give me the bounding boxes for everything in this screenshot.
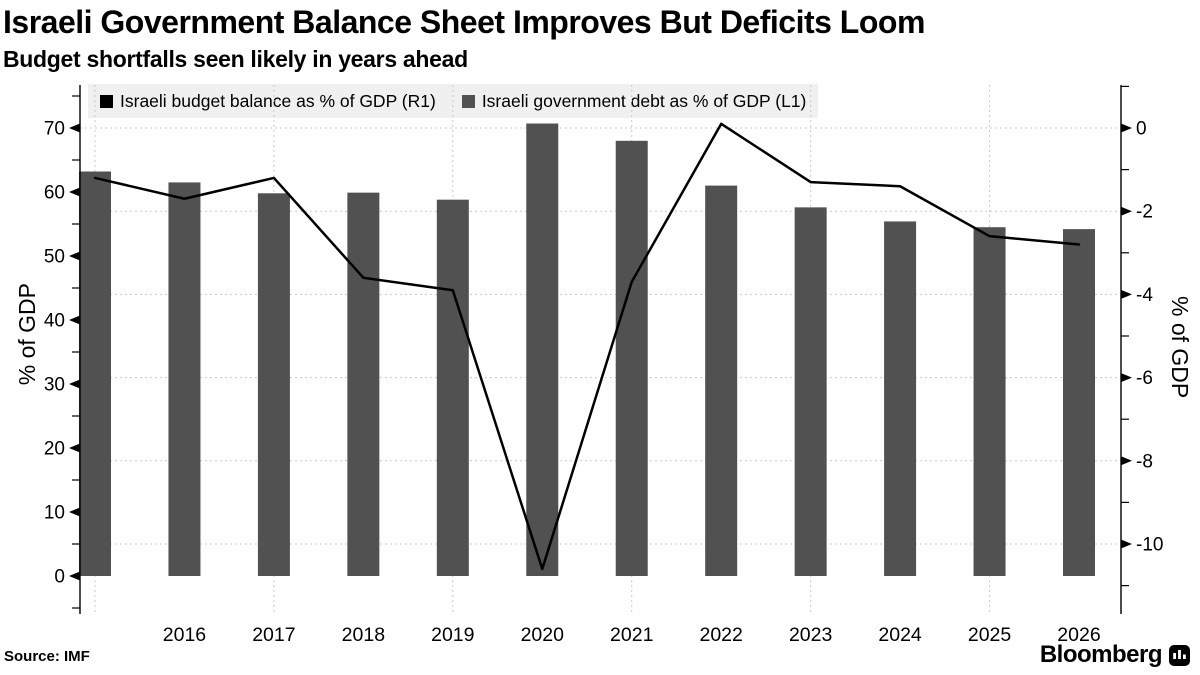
chart-subtitle: Budget shortfalls seen likely in years a… [3, 46, 468, 72]
left-tick-label: 70 [44, 119, 65, 140]
debt-bar-2015 [79, 171, 111, 576]
left-tick-arrow [69, 379, 80, 389]
right-tick-arrow [1121, 539, 1132, 549]
right-tick-arrow [1121, 123, 1132, 133]
left-tick-label: 10 [44, 503, 65, 524]
debt-bar-2024 [884, 221, 917, 576]
legend: Israeli budget balance as % of GDP (R1) … [88, 84, 819, 118]
right-tick-label: -4 [1136, 285, 1153, 306]
left-tick-label: 40 [44, 311, 65, 332]
legend-label-budget-balance: Israeli budget balance as % of GDP (R1) [120, 90, 436, 111]
right-tick-label: 0 [1136, 119, 1147, 140]
left-tick-label: 0 [54, 567, 65, 588]
x-tick-label-2018: 2018 [342, 624, 385, 646]
left-tick-label: 30 [44, 375, 65, 396]
x-tick-label-2025: 2025 [968, 624, 1012, 646]
legend-item-budget-balance: Israeli budget balance as % of GDP (R1) [100, 91, 436, 112]
right-tick-arrow [1121, 289, 1132, 299]
debt-bar-2026 [1063, 229, 1095, 576]
right-tick-arrow [1121, 373, 1132, 383]
left-tick-arrow [69, 443, 80, 453]
x-tick-label-2022: 2022 [699, 624, 742, 646]
bloomberg-logo: Bloomberg [1040, 641, 1190, 669]
budget-balance-swatch-icon [100, 94, 113, 108]
left-tick-label: 20 [44, 439, 65, 460]
right-tick-label: -8 [1136, 451, 1153, 472]
chart-title: Israeli Government Balance Sheet Improve… [3, 4, 925, 40]
debt-bar-2016 [168, 182, 201, 576]
left-tick-arrow [69, 571, 80, 581]
left-tick-arrow [69, 187, 80, 197]
right-axis-title: % of GDP [1167, 296, 1193, 399]
x-tick-label-2024: 2024 [878, 624, 922, 646]
left-tick-arrow [69, 315, 80, 325]
bloomberg-chart-icon [1169, 644, 1190, 666]
debt-bar-2020 [526, 123, 559, 577]
x-tick-label-2019: 2019 [431, 624, 474, 646]
debt-bar-2019 [436, 199, 469, 576]
x-tick-label-2020: 2020 [521, 624, 565, 646]
bloomberg-wordmark: Bloomberg [1039, 641, 1163, 668]
right-tick-label: -6 [1136, 368, 1153, 389]
source-label: Source: IMF [4, 648, 90, 665]
x-tick-label-2023: 2023 [789, 624, 832, 646]
debt-bar-2023 [794, 207, 827, 577]
x-tick-label-2016: 2016 [163, 624, 206, 646]
right-tick-arrow [1121, 456, 1132, 466]
right-tick-label: -2 [1136, 202, 1153, 223]
debt-bar-2018 [347, 192, 380, 576]
left-tick-label: 50 [44, 247, 65, 268]
x-tick-label-2026: 2026 [1057, 624, 1100, 646]
legend-item-government-debt: Israeli government debt as % of GDP (L1) [461, 90, 807, 112]
left-tick-arrow [69, 251, 80, 261]
right-tick-label: -10 [1136, 535, 1163, 556]
debt-bar-2021 [615, 140, 648, 577]
government-debt-swatch-icon [461, 94, 475, 108]
left-tick-arrow [69, 123, 80, 133]
x-tick-label-2021: 2021 [610, 624, 653, 646]
x-tick-label-2017: 2017 [252, 624, 295, 646]
debt-bar-2017 [257, 193, 290, 576]
right-tick-arrow [1121, 206, 1132, 216]
legend-label-government-debt: Israeli government debt as % of GDP (L1) [481, 90, 807, 111]
left-tick-arrow [69, 507, 80, 517]
budget-balance-line [93, 122, 1081, 571]
debt-bar-2022 [705, 185, 738, 576]
left-tick-label: 60 [44, 183, 65, 204]
debt-bar-2025 [973, 227, 1006, 576]
